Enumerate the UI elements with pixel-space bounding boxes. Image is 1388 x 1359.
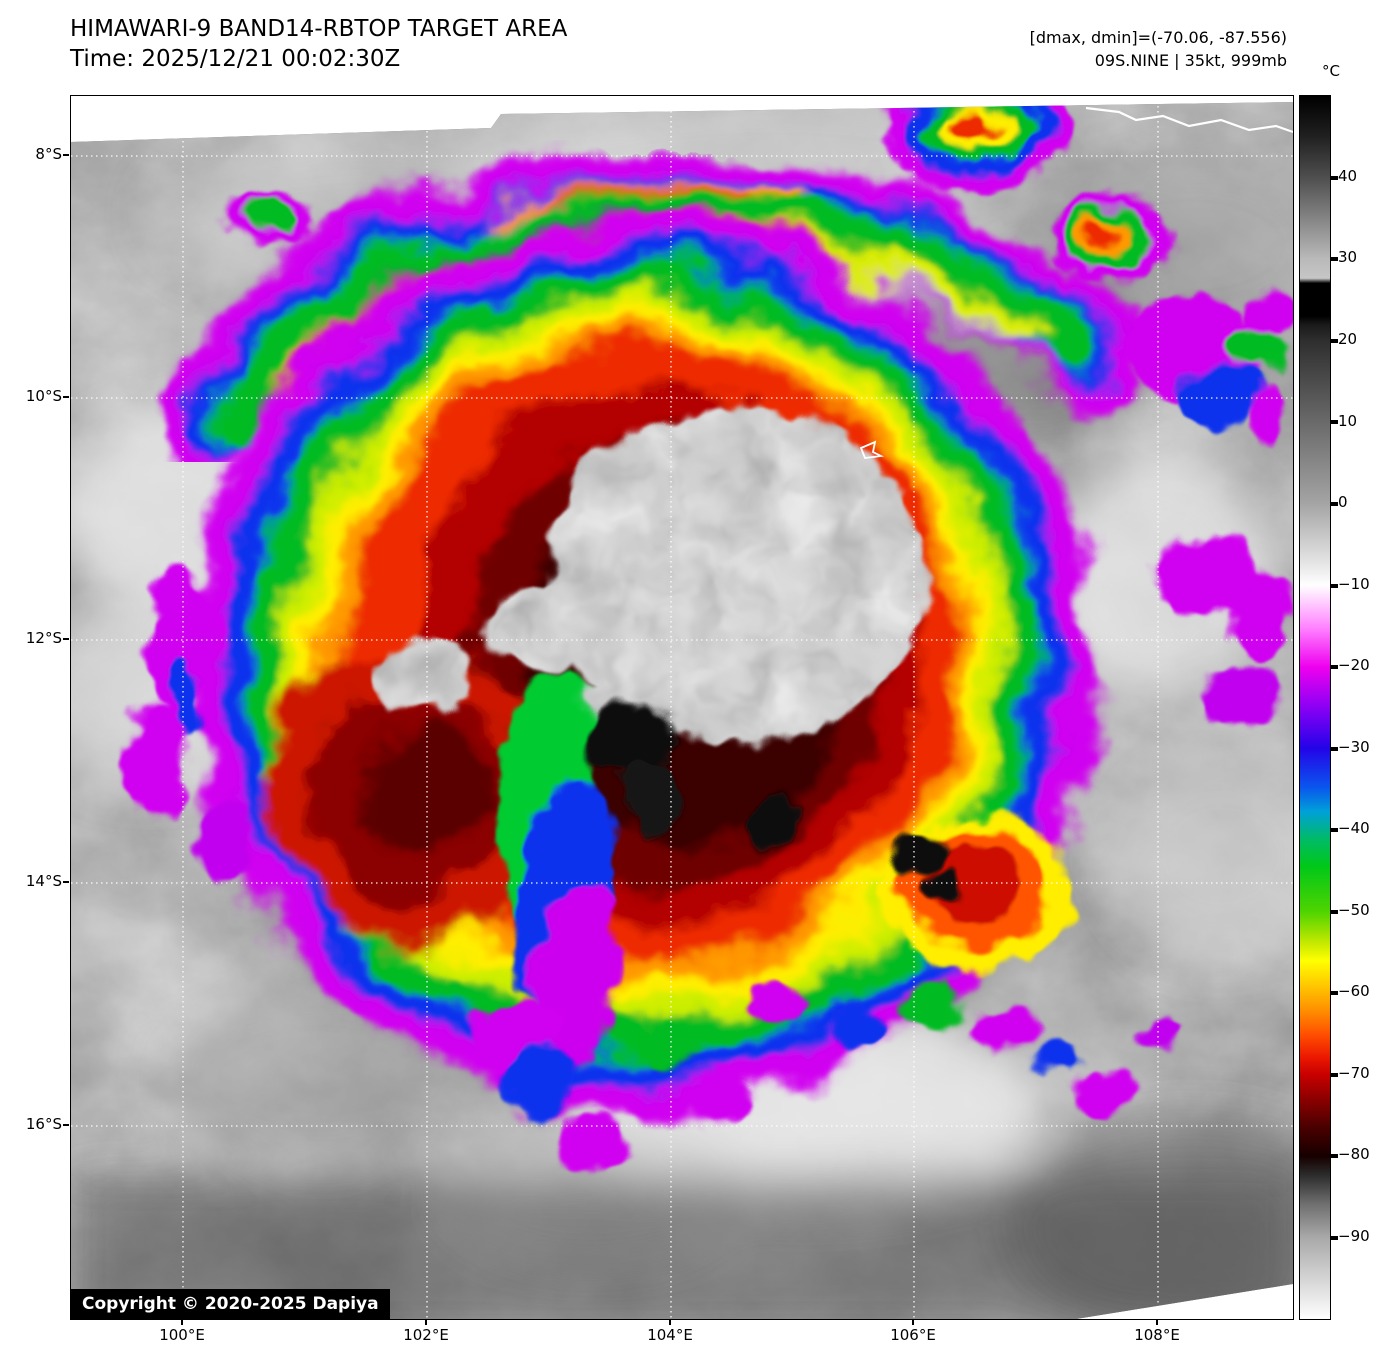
- coastline: [1085, 106, 1293, 134]
- colorbar: [1299, 95, 1331, 1320]
- colorbar-tick-label: −80: [1338, 1145, 1370, 1163]
- colorbar-tick-label: 0: [1338, 493, 1348, 511]
- tick-mark: [1331, 747, 1338, 751]
- tick-mark: [1331, 1154, 1338, 1158]
- tick-mark: [1331, 828, 1338, 832]
- cdo-gray-blob: [378, 408, 926, 744]
- colorbar-tick-label: −10: [1338, 575, 1370, 593]
- colorbar-tick-label: 20: [1338, 330, 1358, 348]
- tick-mark: [63, 154, 69, 156]
- tick-mark: [63, 881, 69, 883]
- figure-title: HIMAWARI-9 BAND14-RBTOP TARGET AREA: [70, 16, 568, 42]
- colorbar-tick-label: −70: [1338, 1064, 1370, 1082]
- satellite-image: [71, 96, 1293, 1319]
- tick-mark: [1331, 257, 1338, 261]
- tick-mark: [1331, 1073, 1338, 1077]
- storm-center-marker: [859, 440, 885, 459]
- overshoot-spots: [586, 698, 959, 900]
- colorbar-tick-label: 40: [1338, 167, 1358, 185]
- map-axes: Copyright © 2020-2025 Dapiya: [70, 95, 1294, 1320]
- colorbar-tick-label: −60: [1338, 982, 1370, 1000]
- colorbar-tick-label: −20: [1338, 656, 1370, 674]
- tick-mark: [63, 1124, 69, 1126]
- figure-header: HIMAWARI-9 BAND14-RBTOP TARGET AREA Time…: [70, 14, 567, 74]
- dry-slot: [491, 667, 620, 1071]
- dmax-dmin-readout: [dmax, dmin]=(-70.06, -87.556): [1029, 28, 1287, 47]
- lon-tick-label: 104°E: [647, 1326, 693, 1344]
- tick-mark: [1331, 910, 1338, 914]
- lon-tick-label: 106°E: [890, 1326, 936, 1344]
- tick-mark: [1156, 1319, 1158, 1325]
- tick-mark: [181, 1319, 183, 1325]
- colorbar-tick-label: −90: [1338, 1227, 1370, 1245]
- colorbar-tick-label: −30: [1338, 738, 1370, 756]
- lat-tick-label: 16°S: [25, 1115, 62, 1133]
- lat-tick-label: 14°S: [25, 872, 62, 890]
- tick-mark: [1331, 1236, 1338, 1240]
- tick-mark: [1331, 339, 1338, 343]
- colorbar-unit-label: °C: [1322, 62, 1340, 80]
- lat-tick-label: 8°S: [35, 145, 62, 163]
- colorbar-tick-label: 10: [1338, 412, 1358, 430]
- colorbar-tick-label: −40: [1338, 819, 1370, 837]
- tick-mark: [1331, 176, 1338, 180]
- tick-mark: [63, 638, 69, 640]
- tick-mark: [1331, 420, 1338, 424]
- gridlines: [71, 96, 1293, 1319]
- lat-tick-label: 12°S: [25, 629, 62, 647]
- lon-tick-label: 100°E: [159, 1326, 205, 1344]
- tick-mark: [912, 1319, 914, 1325]
- tick-mark: [669, 1319, 671, 1325]
- figure-time: Time: 2025/12/21 00:02:30Z: [70, 46, 401, 72]
- lat-tick-label: 10°S: [25, 387, 62, 405]
- colorbar-tick-label: −50: [1338, 901, 1370, 919]
- figure-readouts: [dmax, dmin]=(-70.06, -87.556) 09S.NINE …: [1030, 26, 1287, 72]
- tick-mark: [1331, 502, 1338, 506]
- lon-tick-label: 108°E: [1134, 1326, 1180, 1344]
- tick-mark: [425, 1319, 427, 1325]
- tick-mark: [1331, 991, 1338, 995]
- storm-id-readout: 09S.NINE | 35kt, 999mb: [1094, 51, 1287, 70]
- detached-cells: [124, 102, 1293, 1167]
- tick-mark: [63, 396, 69, 398]
- lon-tick-label: 102°E: [403, 1326, 449, 1344]
- colorbar-tick-label: 30: [1338, 248, 1358, 266]
- tick-mark: [1331, 665, 1338, 669]
- tick-mark: [1331, 584, 1338, 588]
- copyright-badge: Copyright © 2020-2025 Dapiya: [71, 1289, 390, 1319]
